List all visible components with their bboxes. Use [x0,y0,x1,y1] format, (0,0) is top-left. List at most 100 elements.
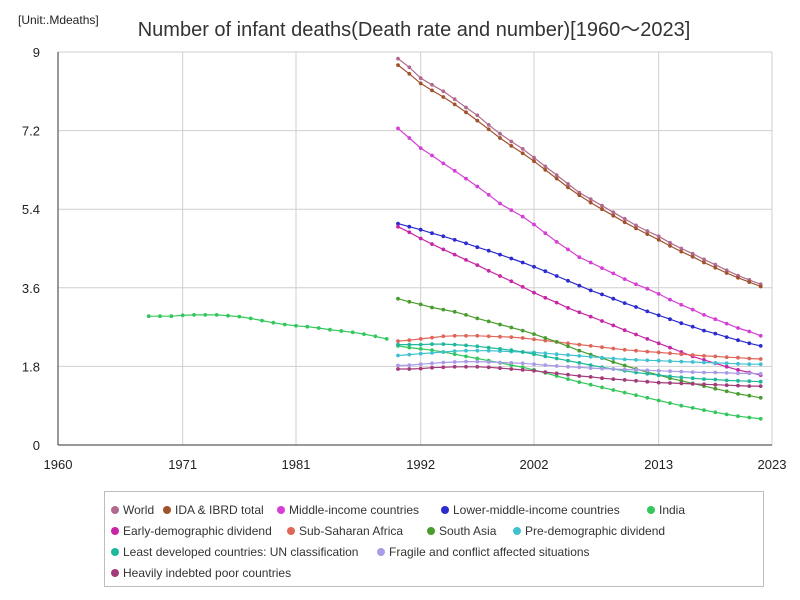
data-point [520,336,525,340]
data-point [441,365,446,370]
data-point [543,354,548,359]
series-line [148,314,387,340]
data-point [622,301,627,305]
data-point [498,322,502,327]
data-point [396,296,400,301]
y-tick-label: 3.6 [22,281,40,296]
data-point [407,363,412,367]
legend-marker [441,506,449,514]
data-point [645,358,650,363]
chart-title: Number of infant deaths(Death rate and n… [138,19,691,41]
legend-marker [277,506,285,514]
data-point [509,139,514,144]
legend-marker [111,527,119,535]
series-line [397,226,761,376]
data-point [373,334,378,339]
data-point [713,410,718,415]
data-point [543,164,548,169]
data-point [600,203,604,208]
data-point [486,345,491,350]
data-point [747,415,752,420]
data-point [566,182,570,186]
data-point [430,365,434,370]
data-point [532,290,536,295]
data-point [407,230,412,235]
data-point [566,372,570,377]
data-point [430,348,434,353]
legend-label: Fragile and conflict affected situations [389,545,590,559]
data-point [498,136,502,140]
data-point [486,319,491,324]
data-point [758,384,763,388]
data-point [441,161,446,166]
data-point [475,118,480,123]
data-point [464,333,468,338]
data-point [622,277,627,281]
legend-label: Lower-middle-income countries [453,503,620,517]
data-point [452,309,457,314]
data-point [588,354,593,359]
data-point [611,323,616,328]
data-point [588,288,593,293]
unit-label: [Unit:.Mdeaths] [18,13,99,27]
data-point [622,390,627,395]
data-point [747,384,752,388]
data-point [464,110,468,115]
x-tick-label: 1971 [168,457,197,472]
data-point [475,348,480,353]
legend-marker [111,506,119,514]
data-point [577,365,582,370]
data-point [543,336,548,340]
data-point [362,332,366,336]
data-point [486,123,491,127]
data-point [554,374,559,378]
data-point [634,223,638,228]
data-point [736,371,740,376]
data-point [656,237,661,242]
data-point [690,353,695,357]
data-point [509,256,514,261]
data-point [622,357,627,362]
data-point [713,370,718,375]
legend-marker [163,506,171,514]
data-point [509,367,514,371]
data-point [452,342,457,347]
data-point [656,313,661,318]
series-middle-income-countries [396,126,763,338]
data-point [600,292,604,297]
data-point [192,313,196,317]
data-point [600,376,604,381]
data-point [566,358,570,363]
data-point [430,82,434,87]
data-point [407,342,412,347]
x-tick-label: 2002 [520,457,549,472]
data-point [407,224,412,229]
legend-marker [513,527,521,535]
data-point [736,414,740,419]
data-point [758,362,763,367]
data-point [418,81,423,86]
legend: World IDA & IBRD total Middle-income count… [104,491,764,587]
axes: 0 1.8 3.6 5.4 7.2 9 1960 1971 1981 1992 2002 2013 20… [22,45,787,472]
data-point [747,379,752,384]
series-india-long-series [146,313,389,341]
data-point [645,371,650,376]
data-point [498,274,502,278]
data-point [464,313,468,317]
data-point [396,339,400,343]
data-point [758,357,763,361]
series-world [396,56,763,287]
series-fragile-and-conflict-affected-situations [396,359,763,376]
data-point [634,378,638,383]
data-point [407,338,412,343]
data-point [520,285,525,289]
data-point [464,348,468,353]
data-point [668,345,672,350]
data-point [724,412,729,417]
data-point [441,342,446,346]
data-point [758,333,763,338]
data-point [702,260,706,265]
data-point [690,324,695,329]
data-point [679,378,684,383]
data-point [724,383,729,388]
